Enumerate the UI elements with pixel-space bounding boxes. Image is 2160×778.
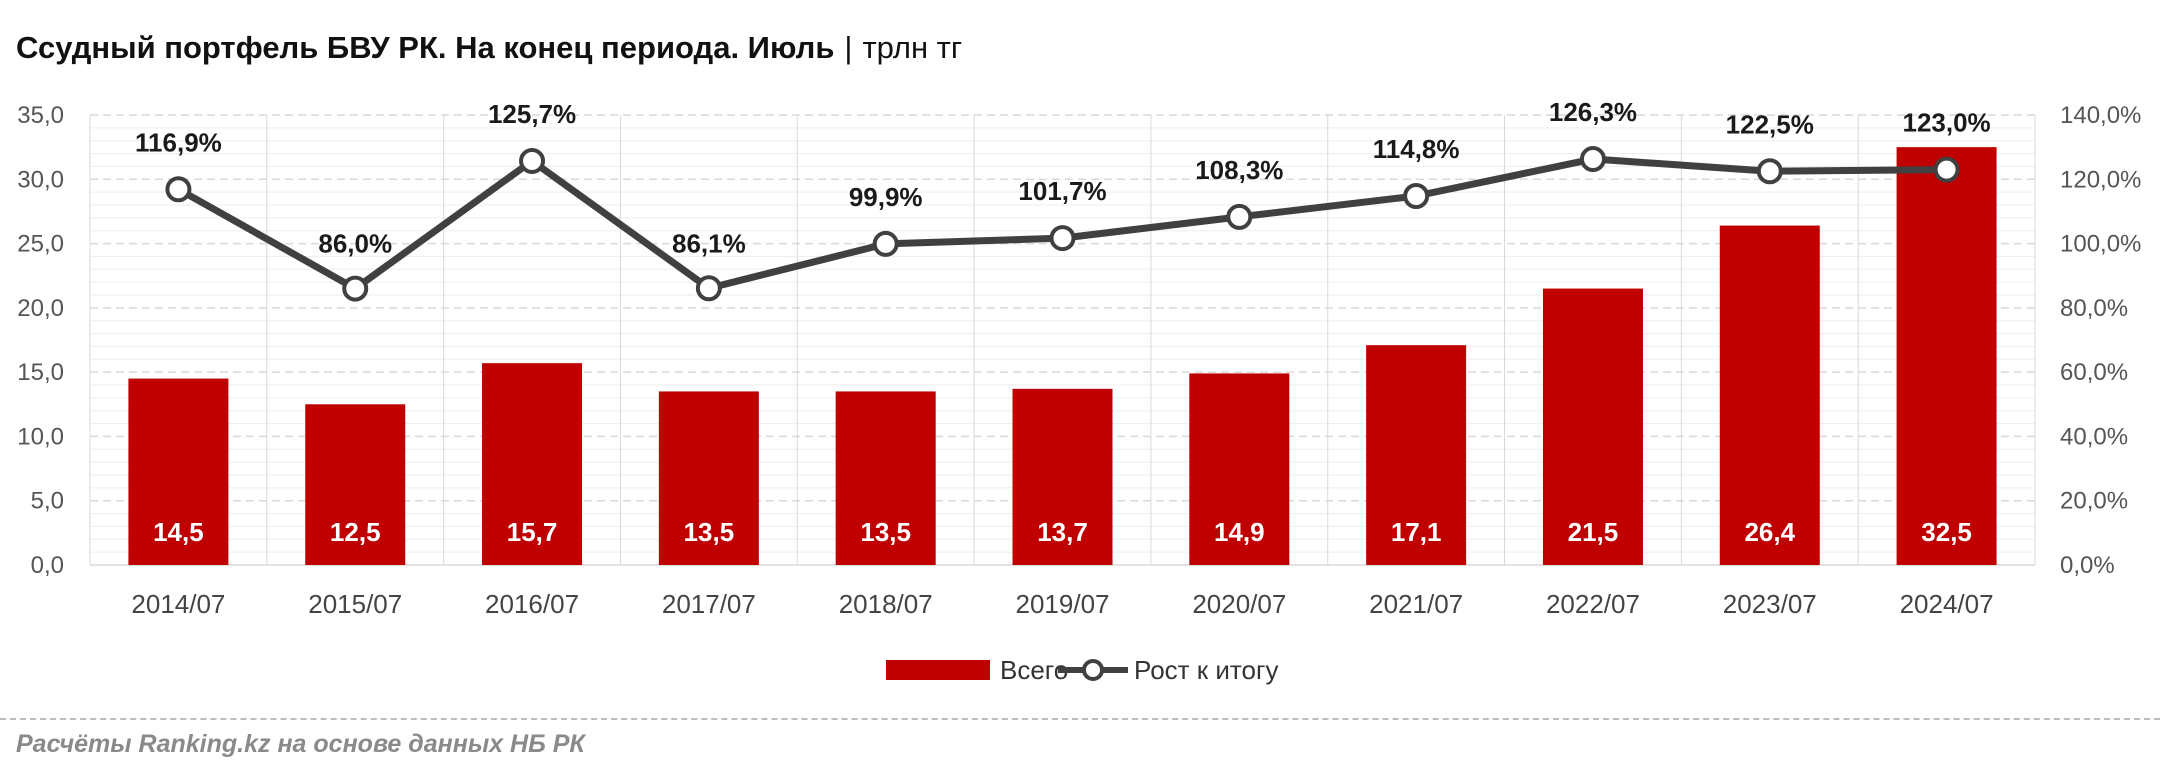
chart-title: Ссудный портфель БВУ РК. На конец период… [16,30,962,66]
title-separator: | [844,30,853,65]
line-value-label: 125,7% [488,99,576,129]
left-tick-label: 20,0 [17,295,64,322]
bar-value-label: 21,5 [1568,517,1619,547]
line-point [1049,225,1076,252]
line-value-label: 86,0% [318,229,392,259]
right-tick-label: 40,0% [2060,423,2128,450]
bar-value-label: 13,5 [860,517,911,547]
x-tick-label: 2017/07 [662,589,756,619]
bar-value-label: 32,5 [1921,517,1972,547]
line-point [872,230,899,257]
bar [1542,288,1643,565]
line-point [1933,156,1960,183]
line-value-label: 126,3% [1549,97,1637,127]
chart-canvas: 14,5 12,5 15,7 13,5 13,5 13,7 14,9 17,1 21,5 26,4… [17,97,2141,685]
left-tick-label: 0,0 [31,552,64,579]
bar [482,363,583,565]
x-tick-label: 2020/07 [1192,589,1286,619]
line-point [519,147,546,174]
bar-series: 14,5 12,5 15,7 13,5 13,5 13,7 14,9 17,1 21,5 26,4… [128,147,1997,566]
right-tick-label: 140,0% [2060,102,2141,129]
bar-value-label: 15,7 [507,517,558,547]
left-tick-label: 30,0 [17,166,64,193]
x-tick-label: 2019/07 [1016,589,1110,619]
bar [658,391,759,565]
line-point [1579,146,1606,173]
right-axis: 0,0% 20,0% 40,0% 60,0% 80,0% 100,0% 120,0% 140,… [2060,102,2141,579]
line-value-label: 108,3% [1195,155,1283,185]
x-tick-label: 2021/07 [1369,589,1463,619]
bar [1012,388,1113,565]
bar-value-label: 13,5 [684,517,735,547]
x-tick-label: 2014/07 [131,589,225,619]
line-value-label: 114,8% [1373,134,1460,164]
x-tick-label: 2018/07 [839,589,933,619]
legend-marker-icon [1082,659,1104,681]
right-tick-label: 60,0% [2060,359,2128,386]
left-tick-label: 15,0 [17,359,64,386]
line-value-label: 99,9% [849,182,923,212]
x-tick-label: 2016/07 [485,589,579,619]
right-tick-label: 0,0% [2060,552,2115,579]
line-value-label: 86,1% [672,228,746,258]
footer-divider [0,718,2160,720]
right-tick-label: 80,0% [2060,295,2128,322]
line-value-label: 122,5% [1726,109,1814,139]
x-tick-label: 2022/07 [1546,589,1640,619]
line-point [1226,203,1253,230]
bar [1366,345,1467,565]
bar-value-label: 12,5 [330,517,381,547]
x-tick-label: 2023/07 [1723,589,1817,619]
line-point [342,275,369,302]
left-tick-label: 5,0 [31,488,64,515]
legend-label-bar: Всего [1000,655,1068,685]
bar-value-label: 14,5 [153,517,204,547]
bar-value-label: 14,9 [1214,517,1265,547]
bar [1719,225,1820,566]
bar-value-label: 26,4 [1744,517,1795,547]
legend: Всего Рост к итогу [886,655,1278,685]
right-tick-label: 100,0% [2060,231,2141,258]
vertical-gridlines [89,115,2036,565]
bar [1896,147,1997,565]
legend-swatch-bar [886,660,990,680]
line-point [695,275,722,302]
line-value-label: 116,9% [135,127,222,157]
line-value-label: 101,7% [1018,176,1106,206]
left-axis: 0,0 5,0 10,0 15,0 20,0 25,0 30,0 35,0 [17,102,64,579]
source-note: Расчёты Ranking.kz на основе данных НБ Р… [16,730,585,758]
right-tick-label: 20,0% [2060,488,2128,515]
legend-label-line: Рост к итогу [1134,655,1278,685]
line-series: 116,9% 86,0% 125,7% 86,1% 99,9% 101,7% 108,3% 1… [135,97,1991,302]
line-point [1403,183,1430,209]
line-point [1756,158,1783,185]
x-tick-label: 2015/07 [308,589,402,619]
left-tick-label: 25,0 [17,231,64,258]
chart-title-main: Ссудный портфель БВУ РК. На конец период… [16,30,835,65]
bar [128,378,229,565]
bar-value-label: 13,7 [1037,517,1088,547]
line-value-label: 123,0% [1902,108,1990,138]
bar-value-label: 17,1 [1391,517,1442,547]
x-tick-label: 2024/07 [1900,589,1994,619]
left-tick-label: 10,0 [17,423,64,450]
bar [1189,373,1290,565]
x-axis: 2014/07 2015/07 2016/07 2017/07 2018/07 2019/… [131,589,1993,619]
chart-unit: трлн тг [862,30,963,65]
bar [305,404,406,565]
left-tick-label: 35,0 [17,102,64,129]
line-point [165,176,192,203]
right-tick-label: 120,0% [2060,166,2141,193]
bar [835,391,936,565]
